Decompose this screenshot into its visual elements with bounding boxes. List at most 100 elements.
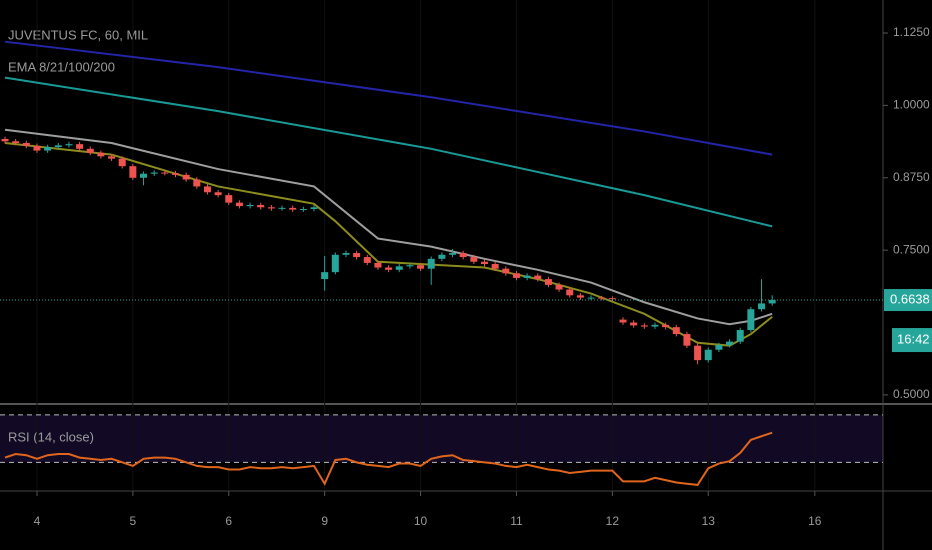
candle-body <box>406 265 414 267</box>
candle-body <box>363 257 371 263</box>
candle-body <box>257 204 265 208</box>
y-tick-label: 1.0000 <box>893 98 930 112</box>
candle-body <box>608 298 616 300</box>
candle-body <box>203 186 211 193</box>
candle-body <box>267 207 275 209</box>
candle-body <box>140 173 148 178</box>
candle-body <box>310 207 318 210</box>
rsi-line <box>4 431 773 486</box>
y-tick-label: 0.5000 <box>893 387 930 401</box>
candle-body <box>587 297 595 299</box>
candle-body <box>246 204 254 207</box>
candle-body <box>235 202 243 207</box>
candle-body <box>86 148 94 153</box>
candle-body <box>171 173 179 175</box>
chart-title: JUVENTUS FC, 60, MIL <box>8 27 148 42</box>
candle-body <box>534 275 542 280</box>
rsi-title: RSI (14, close) <box>8 429 94 444</box>
candle-body <box>353 253 361 258</box>
ema-line <box>4 128 773 326</box>
x-tick-label: 12 <box>606 514 620 528</box>
candle-body <box>672 327 680 335</box>
candle-body <box>544 279 552 285</box>
candle-body <box>512 273 520 278</box>
candle-body <box>342 253 350 255</box>
candle-body <box>331 254 339 273</box>
x-tick-label: 6 <box>225 514 232 528</box>
candle-body <box>129 166 137 178</box>
candle-body <box>619 319 627 323</box>
y-tick-label: 1.1250 <box>893 25 930 39</box>
candle-body <box>427 258 435 269</box>
candle-body <box>182 174 190 180</box>
candle-body <box>33 145 41 151</box>
x-tick-label: 13 <box>702 514 716 528</box>
candle-body <box>54 145 62 148</box>
ema-line <box>4 40 773 156</box>
candle-body <box>736 330 744 342</box>
candle-body <box>97 152 105 157</box>
last-price-label: 0.6638 <box>890 291 930 306</box>
candle-body <box>726 341 734 346</box>
countdown-label: 16:42 <box>897 331 930 346</box>
candle-body <box>715 345 723 350</box>
candle-body <box>44 147 52 151</box>
candle-body <box>118 158 126 167</box>
candle-body <box>12 141 20 144</box>
candle-body <box>598 297 606 299</box>
candle-body <box>640 325 648 327</box>
candle-body <box>470 257 478 262</box>
y-tick-label: 0.8750 <box>893 170 930 184</box>
candle-body <box>299 209 307 211</box>
candle-body <box>65 144 73 146</box>
candle-body <box>289 207 297 210</box>
candle-body <box>214 192 222 196</box>
candle-body <box>576 295 584 298</box>
ema-line <box>4 76 773 228</box>
candle-body <box>22 143 30 146</box>
candle-body <box>76 144 84 149</box>
candle-body <box>566 289 574 296</box>
candle-body <box>662 324 670 328</box>
candle-body <box>523 275 531 278</box>
candle-body <box>193 179 201 187</box>
indicator-title: EMA 8/21/100/200 <box>8 59 115 74</box>
x-tick-label: 11 <box>510 514 523 528</box>
candle-body <box>449 253 457 255</box>
candle-body <box>758 303 766 310</box>
x-tick-label: 9 <box>321 514 328 528</box>
rsi-band <box>0 414 883 463</box>
candle-body <box>417 265 425 269</box>
candle-body <box>225 195 233 203</box>
candle-body <box>438 254 446 259</box>
candle-body <box>150 172 158 174</box>
candle-body <box>459 253 467 258</box>
candle-body <box>374 262 382 268</box>
candle-body <box>651 324 659 327</box>
x-tick-label: 10 <box>414 514 428 528</box>
candle-body <box>278 207 286 209</box>
candle-body <box>395 266 403 270</box>
candle-body <box>704 349 712 361</box>
candle-body <box>768 300 776 304</box>
countdown-box <box>892 328 932 353</box>
x-tick-label: 4 <box>34 514 41 528</box>
candle-body <box>385 267 393 270</box>
candle-body <box>321 272 329 280</box>
candle-body <box>502 268 510 274</box>
last-price-box <box>884 289 932 312</box>
y-tick-label: 0.7500 <box>893 242 930 256</box>
candle-body <box>108 156 116 159</box>
candle-body <box>555 284 563 290</box>
candle-body <box>747 309 755 331</box>
candle-body <box>630 322 638 326</box>
x-tick-label: 16 <box>808 514 822 528</box>
candle-body <box>491 264 499 269</box>
candle-body <box>683 334 691 346</box>
candle-body <box>161 172 169 174</box>
candle-body <box>694 345 702 361</box>
candle-body <box>480 261 488 265</box>
